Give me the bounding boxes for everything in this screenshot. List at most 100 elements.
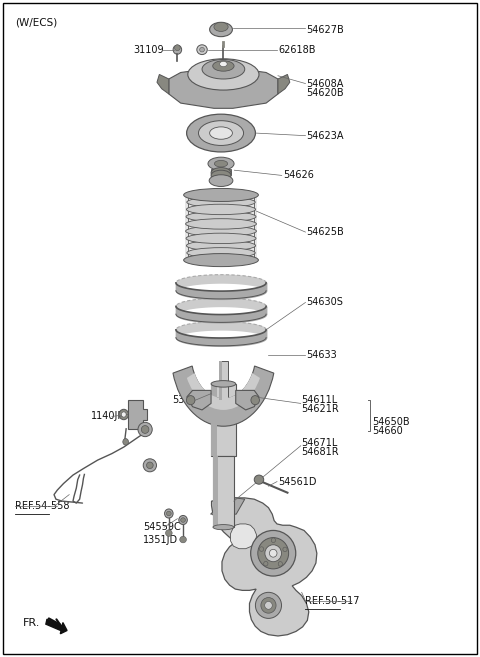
- Text: REF.54-558: REF.54-558: [14, 501, 69, 510]
- Polygon shape: [128, 400, 146, 429]
- Text: REF.50-517: REF.50-517: [305, 596, 360, 606]
- Bar: [216, 164, 227, 173]
- Ellipse shape: [214, 22, 228, 32]
- Wedge shape: [187, 373, 260, 410]
- Bar: [219, 361, 228, 400]
- Polygon shape: [230, 524, 257, 549]
- Text: 54559C: 54559C: [143, 522, 180, 532]
- Polygon shape: [212, 498, 317, 636]
- Ellipse shape: [184, 189, 258, 202]
- Ellipse shape: [283, 547, 287, 552]
- Text: 54621R: 54621R: [301, 404, 339, 415]
- Text: 54633: 54633: [306, 350, 337, 359]
- Ellipse shape: [200, 47, 204, 52]
- Ellipse shape: [143, 459, 156, 472]
- Ellipse shape: [210, 127, 232, 139]
- Text: 54611L: 54611L: [301, 395, 338, 405]
- Text: 54627B: 54627B: [306, 25, 344, 35]
- Ellipse shape: [186, 219, 256, 229]
- Polygon shape: [278, 74, 290, 94]
- Ellipse shape: [186, 240, 256, 251]
- Text: 1351JD: 1351JD: [143, 535, 178, 545]
- Ellipse shape: [187, 248, 255, 258]
- Bar: [211, 384, 217, 455]
- Ellipse shape: [211, 168, 231, 178]
- Bar: [211, 169, 231, 175]
- Text: 54630S: 54630S: [306, 298, 343, 307]
- Ellipse shape: [254, 475, 264, 484]
- Polygon shape: [169, 68, 278, 108]
- Ellipse shape: [187, 114, 255, 152]
- Text: 54561D: 54561D: [278, 476, 316, 487]
- Ellipse shape: [167, 511, 171, 516]
- Ellipse shape: [219, 61, 227, 66]
- Ellipse shape: [146, 462, 153, 468]
- Text: (W/ECS): (W/ECS): [14, 17, 57, 27]
- Polygon shape: [236, 390, 259, 410]
- Ellipse shape: [166, 530, 172, 536]
- Ellipse shape: [251, 396, 260, 405]
- Ellipse shape: [123, 439, 129, 445]
- Ellipse shape: [141, 426, 149, 434]
- Ellipse shape: [186, 233, 256, 244]
- FancyArrow shape: [46, 619, 67, 634]
- Ellipse shape: [258, 537, 288, 569]
- Ellipse shape: [180, 536, 186, 543]
- Ellipse shape: [211, 380, 236, 387]
- Ellipse shape: [197, 45, 207, 55]
- Wedge shape: [173, 366, 274, 426]
- Text: 54623A: 54623A: [306, 131, 344, 141]
- Text: 54681R: 54681R: [301, 447, 339, 457]
- Ellipse shape: [187, 255, 255, 265]
- Ellipse shape: [264, 601, 272, 609]
- Ellipse shape: [175, 45, 180, 51]
- Ellipse shape: [211, 170, 231, 181]
- Ellipse shape: [165, 509, 173, 518]
- Ellipse shape: [265, 545, 281, 562]
- Ellipse shape: [213, 60, 234, 71]
- Ellipse shape: [187, 197, 255, 208]
- Ellipse shape: [119, 409, 129, 420]
- Ellipse shape: [255, 593, 281, 618]
- Ellipse shape: [209, 175, 233, 187]
- Ellipse shape: [179, 516, 187, 524]
- Ellipse shape: [180, 518, 185, 522]
- Ellipse shape: [186, 212, 256, 222]
- Text: 31109: 31109: [133, 45, 164, 55]
- Bar: [219, 361, 222, 400]
- Text: 54660: 54660: [372, 426, 403, 436]
- Polygon shape: [157, 74, 169, 94]
- Text: FR.: FR.: [23, 618, 40, 628]
- Ellipse shape: [186, 204, 256, 215]
- Ellipse shape: [138, 422, 152, 437]
- Ellipse shape: [173, 45, 181, 55]
- Ellipse shape: [186, 226, 256, 237]
- Ellipse shape: [264, 561, 268, 566]
- Text: 53010: 53010: [173, 395, 204, 405]
- Ellipse shape: [188, 59, 259, 90]
- Ellipse shape: [202, 59, 245, 79]
- Text: 54625B: 54625B: [306, 227, 344, 237]
- Text: 54626: 54626: [283, 170, 313, 181]
- Ellipse shape: [269, 549, 277, 557]
- Ellipse shape: [187, 190, 255, 200]
- Text: 54650B: 54650B: [372, 417, 409, 427]
- Ellipse shape: [199, 121, 243, 145]
- Text: 62618B: 62618B: [278, 45, 315, 55]
- Ellipse shape: [251, 530, 296, 576]
- Bar: [213, 455, 218, 527]
- Text: 54608A: 54608A: [306, 79, 344, 89]
- Ellipse shape: [215, 160, 228, 167]
- Text: 1140JF: 1140JF: [91, 411, 123, 421]
- Ellipse shape: [121, 412, 126, 417]
- Ellipse shape: [213, 524, 234, 530]
- Polygon shape: [211, 498, 245, 514]
- Polygon shape: [187, 390, 211, 410]
- Ellipse shape: [278, 562, 282, 566]
- Ellipse shape: [259, 547, 264, 551]
- Bar: [211, 384, 236, 455]
- Ellipse shape: [210, 22, 232, 37]
- Ellipse shape: [271, 538, 276, 543]
- Bar: [185, 195, 257, 260]
- Text: 54671L: 54671L: [301, 438, 338, 447]
